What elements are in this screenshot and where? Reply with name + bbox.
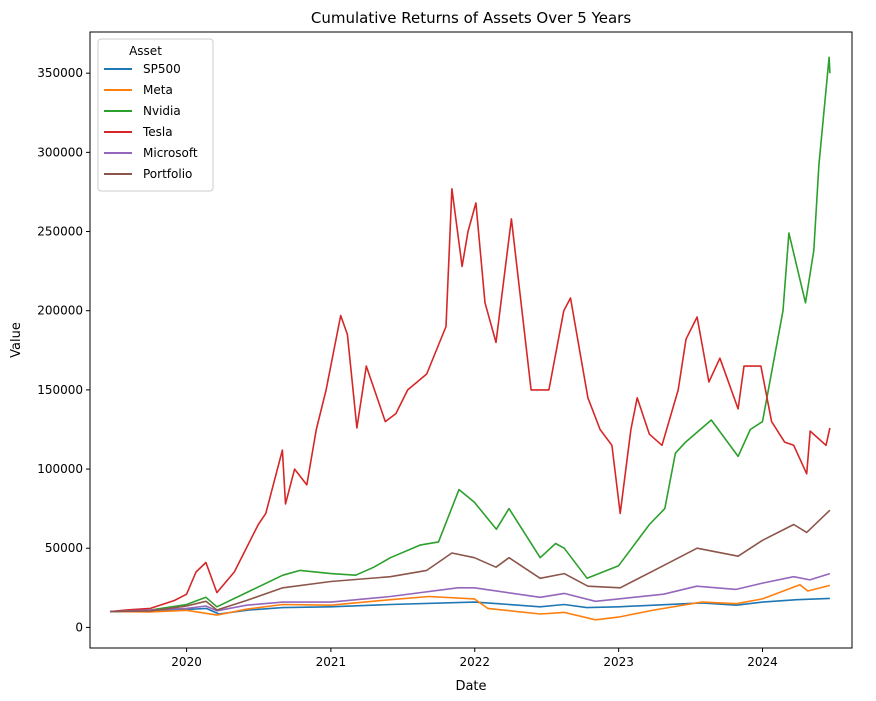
legend-label-microsoft: Microsoft <box>143 146 198 160</box>
legend-label-portfolio: Portfolio <box>143 167 192 181</box>
series-line-portfolio <box>110 509 831 613</box>
y-tick-label: 350000 <box>37 66 83 80</box>
series-line-meta <box>110 583 831 621</box>
x-tick-label: 2024 <box>747 655 778 669</box>
series-line-microsoft <box>110 572 831 613</box>
x-tick-label: 2020 <box>171 655 202 669</box>
legend-label-sp500: SP500 <box>143 62 181 76</box>
x-axis-label: Date <box>455 679 486 694</box>
y-tick-label: 100000 <box>37 462 83 476</box>
x-tick-label: 2021 <box>316 655 347 669</box>
legend: Asset SP500 Meta Nvidia Tesla Microsoft Portfo… <box>97 38 214 192</box>
legend-label-meta: Meta <box>143 83 173 97</box>
legend-title: Asset <box>129 44 162 58</box>
series-line-sp500 <box>110 597 830 615</box>
series-line-nvidia <box>110 56 831 613</box>
y-tick-label: 200000 <box>37 304 83 318</box>
y-tick-label: 150000 <box>37 383 83 397</box>
x-tick-label: 2023 <box>603 655 634 669</box>
legend-label-tesla: Tesla <box>142 125 173 139</box>
y-tick-label: 50000 <box>45 541 83 555</box>
y-tick-label: 250000 <box>37 225 83 239</box>
plot-frame <box>89 31 853 649</box>
y-axis-label: Value <box>9 322 24 358</box>
series-line-tesla <box>110 188 831 613</box>
y-tick-label: 0 <box>75 620 83 634</box>
y-tick-label: 300000 <box>37 145 83 159</box>
chart-title: Cumulative Returns of Assets Over 5 Year… <box>311 9 631 27</box>
series-lines <box>110 56 831 621</box>
x-axis: 2020 2021 2022 2023 2024 <box>171 648 778 669</box>
y-axis: 0 50000 100000 150000 200000 250000 300000 3500… <box>37 66 90 634</box>
x-tick-label: 2022 <box>459 655 490 669</box>
legend-label-nvidia: Nvidia <box>143 104 181 118</box>
